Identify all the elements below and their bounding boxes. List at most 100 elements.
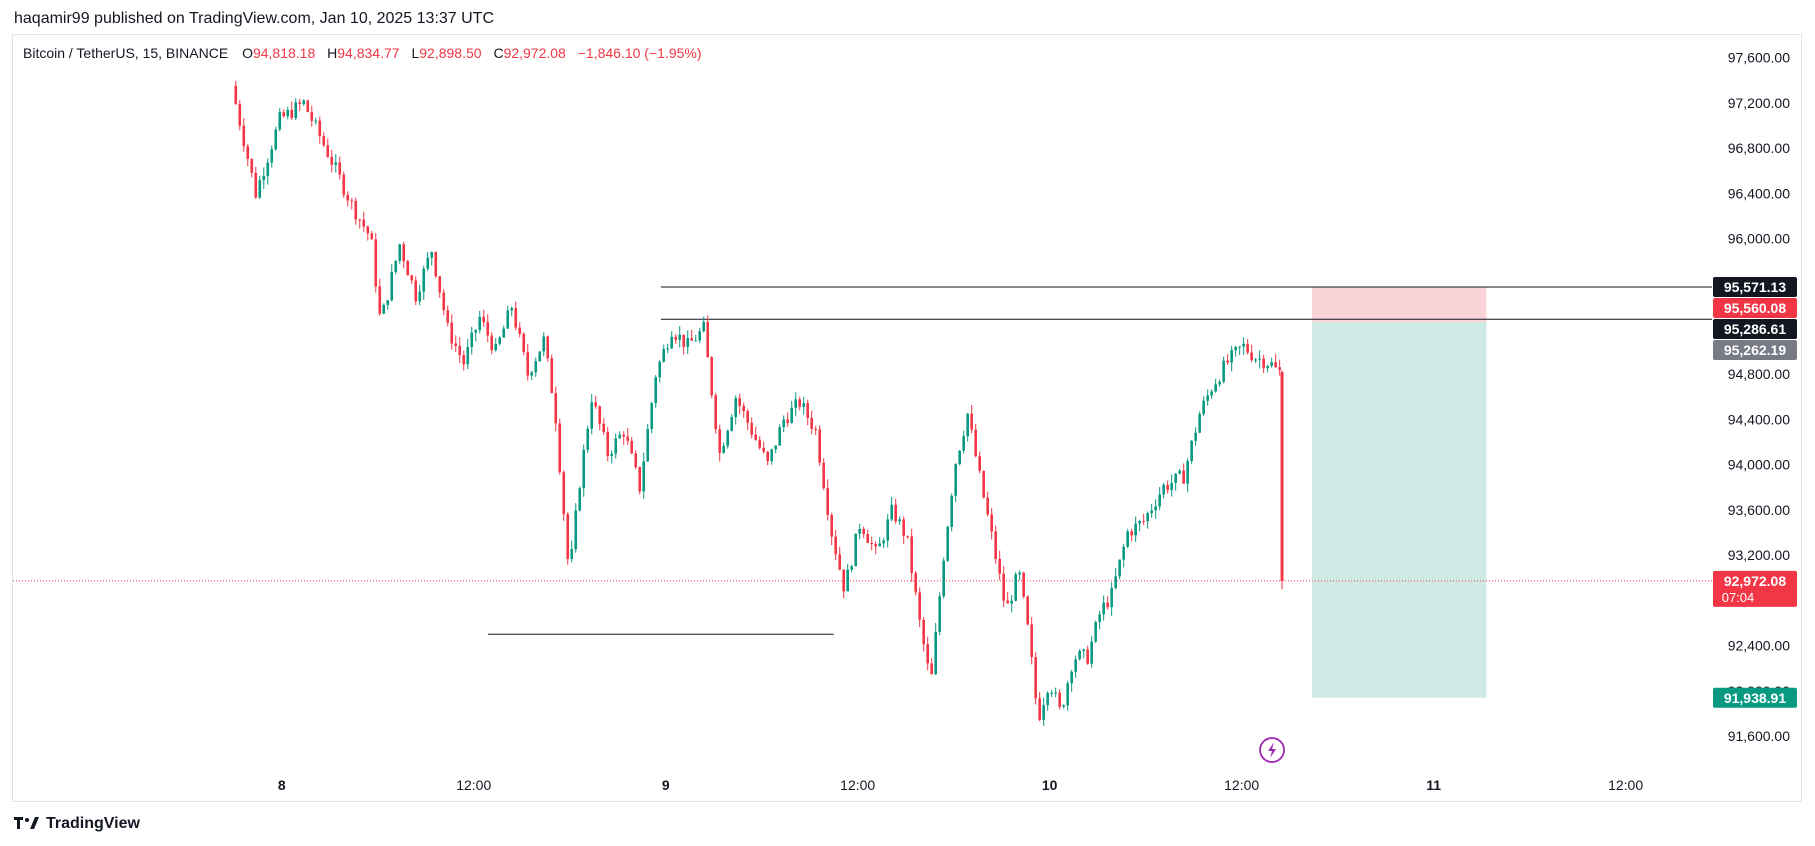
candle-body — [1082, 649, 1085, 652]
candle-body — [618, 434, 622, 439]
symbol-name[interactable]: Bitcoin / TetherUS, 15, BINANCE — [23, 45, 229, 61]
candle-body — [890, 504, 893, 520]
candle-body — [774, 445, 778, 450]
candle-body — [906, 535, 909, 537]
candle-body — [1238, 346, 1241, 348]
candle-body — [338, 162, 342, 175]
candle-body — [374, 239, 378, 287]
candle-body — [1006, 600, 1009, 604]
candle-body — [458, 345, 462, 356]
candle-body — [526, 352, 530, 376]
candle-body — [626, 436, 630, 441]
horizontal-lines — [13, 286, 1712, 635]
candle-body — [566, 514, 570, 560]
candle-body — [826, 488, 830, 515]
candle-body — [442, 292, 446, 311]
candle-body — [630, 440, 634, 454]
candle-body — [406, 261, 410, 276]
candle-body — [418, 291, 422, 302]
candle-body — [690, 338, 694, 341]
candle-body — [410, 275, 414, 281]
lightning-bolt — [1268, 742, 1277, 758]
candle-body — [306, 100, 310, 112]
y-tick-label: 96,000.00 — [1728, 231, 1790, 247]
tradingview-branding[interactable]: TradingView — [14, 815, 140, 833]
candle-body — [282, 112, 286, 117]
candle-body — [382, 304, 386, 314]
candle-body — [1210, 391, 1213, 396]
candle-body — [1062, 705, 1065, 707]
candle-body — [670, 336, 674, 349]
price-axis: 97,600.00 97,200.00 96,800.00 96,400.00 96,0… — [1728, 50, 1790, 744]
candle-body — [658, 361, 662, 378]
candle-body — [1146, 513, 1149, 522]
tradingview-brand-text: TradingView — [46, 815, 140, 832]
candle-body — [398, 244, 402, 261]
candle-body — [546, 336, 550, 359]
candle-body — [1158, 494, 1161, 507]
candle-body — [610, 453, 614, 456]
x-tick-label: 12:00 — [456, 777, 491, 793]
y-tick-label: 93,200.00 — [1728, 547, 1790, 563]
price-label-bg — [1713, 340, 1797, 361]
candle-body — [1230, 350, 1233, 363]
candle-body — [1110, 587, 1113, 608]
candle-body — [1058, 692, 1061, 707]
price-label: 95,262.19 — [1724, 342, 1786, 358]
candle-body — [290, 109, 294, 118]
tradingview-logo-icon — [14, 816, 40, 833]
candle-body — [302, 100, 306, 105]
candle-body — [946, 526, 949, 561]
symbol-legend[interactable]: Bitcoin / TetherUS, 15, BINANCE O94,818.… — [23, 45, 702, 61]
candle-body — [274, 129, 278, 150]
candle-body — [982, 470, 985, 498]
candle-body — [270, 149, 274, 163]
candle-body — [786, 419, 790, 423]
y-tick-label: 94,800.00 — [1728, 366, 1790, 382]
candle-body — [822, 462, 826, 489]
take-profit-zone — [1312, 321, 1487, 698]
candle-body — [934, 631, 937, 675]
candle-body — [562, 472, 566, 515]
candle-body — [286, 109, 290, 117]
price-label: 95,571.13 — [1724, 279, 1786, 295]
price-label-bg — [1713, 319, 1797, 340]
candle-body — [958, 450, 961, 465]
candle-body — [1126, 531, 1129, 547]
candle-body — [258, 180, 262, 198]
candle-body — [598, 406, 602, 424]
candle-body — [622, 434, 626, 437]
candle-body — [322, 136, 326, 146]
countdown-label: 07:04 — [1722, 590, 1755, 605]
candle-body — [378, 286, 382, 314]
candle-body — [1118, 559, 1121, 577]
candle-body — [954, 464, 957, 496]
candle-body — [746, 411, 750, 423]
candle-body — [1002, 573, 1005, 601]
candle-body — [394, 260, 398, 272]
candle-body — [466, 347, 470, 365]
candle-body — [994, 531, 997, 559]
candle-body — [494, 343, 498, 351]
candle-body — [850, 566, 854, 570]
candle-body — [722, 445, 726, 453]
candle-body — [574, 510, 578, 550]
candle-body — [718, 429, 722, 453]
candle-body — [730, 417, 734, 431]
candle-body — [914, 572, 917, 593]
candle-body — [790, 407, 794, 423]
candle-body — [898, 519, 901, 522]
candle-body — [918, 592, 921, 620]
candle-body — [1134, 523, 1137, 536]
candle-body — [818, 429, 822, 463]
x-tick-label: 12:00 — [1224, 777, 1259, 793]
candle-body — [586, 428, 590, 450]
candle-body — [1094, 621, 1097, 642]
candle-body — [1202, 400, 1205, 415]
candle-body — [1166, 484, 1169, 490]
candle-body — [462, 355, 466, 365]
candle-body — [334, 162, 338, 165]
change-value: −1,846.10 (−1.95%) — [577, 45, 702, 61]
candle-body — [858, 528, 862, 534]
